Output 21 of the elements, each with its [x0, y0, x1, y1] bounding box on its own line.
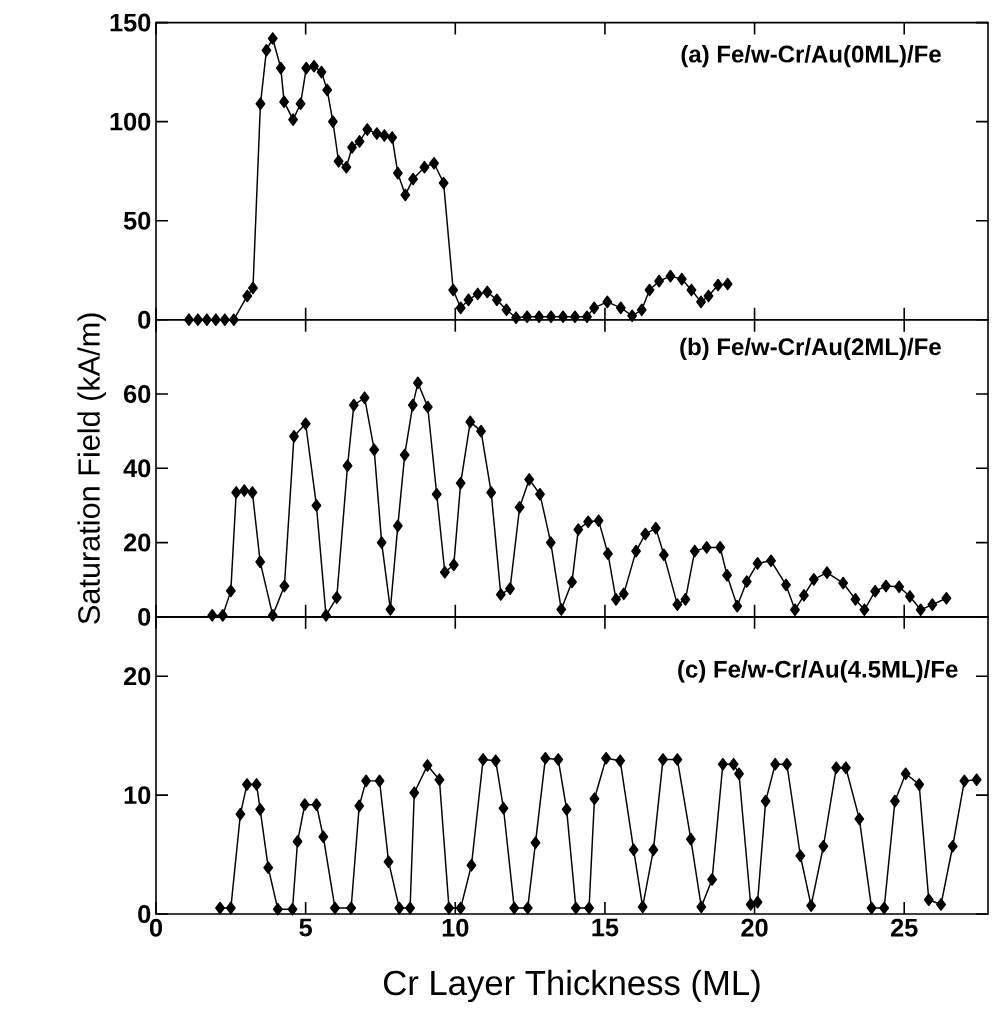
- x-tick-label: 10: [442, 918, 469, 937]
- y-tick-label: 100: [110, 112, 151, 131]
- x-tick-label: 15: [592, 918, 619, 937]
- text: (b) Fe/w-Cr/Au(2ML)/Fe: [680, 337, 941, 361]
- y-tick-label: 50: [123, 211, 151, 230]
- y-tick-label: 0: [138, 607, 151, 626]
- y-tick-label: 60: [124, 385, 151, 403]
- y-tick-label: 20: [123, 667, 151, 686]
- x-tick-label: 20: [741, 918, 768, 937]
- x-axis-title: Cr Layer Thickness (ML): [384, 969, 760, 1003]
- text: (a) Fe/w-Cr/Au(0ML)/Fe: [681, 44, 941, 68]
- y-tick-label: 150: [110, 13, 151, 32]
- y-tick-label: 10: [124, 786, 151, 805]
- y-tick-label: 0: [138, 310, 151, 329]
- y-tick-label: 40: [123, 459, 151, 478]
- x-tick-label: 25: [891, 918, 918, 937]
- text: (c) Fe/w-Cr/Au(4.5ML)/Fe: [678, 660, 958, 683]
- x-tick-label: 5: [299, 918, 312, 937]
- y-tick-label: 0: [138, 905, 151, 923]
- y-tick-label: 20: [123, 533, 151, 552]
- y-axis-title: Saturation Field (kA/m): [77, 313, 106, 624]
